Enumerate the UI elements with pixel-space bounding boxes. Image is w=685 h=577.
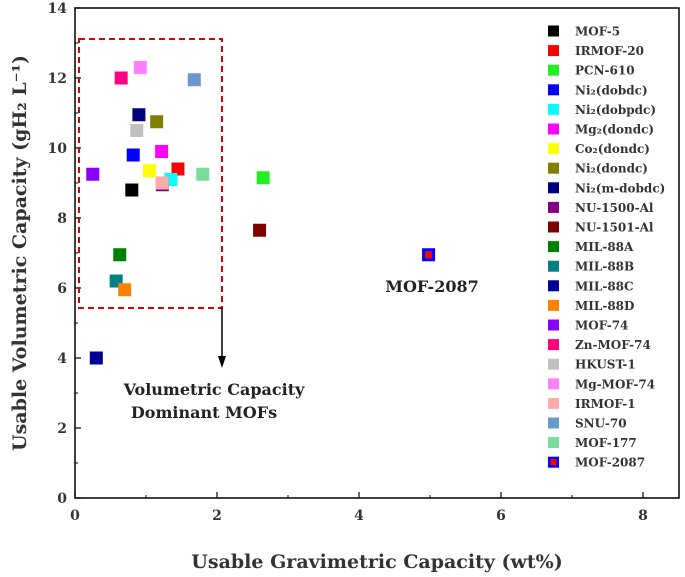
legend-swatch-mil-88b: [548, 260, 559, 272]
point-ni-dobdc: [126, 148, 140, 162]
point-nu-1501-al: [253, 223, 267, 237]
plot-frame: [74, 7, 680, 499]
dominant-mofs-arrow-head: [218, 356, 226, 368]
legend-label-ni-dobdc: Ni₂(dobdc): [575, 83, 648, 97]
axis-ticks: 0 2 4 6 8 0 2 4 6 8 10 12 14: [48, 1, 648, 524]
dominant-mofs-dashed-box: [78, 38, 223, 309]
point-irmof-20: [171, 162, 185, 176]
legend-swatch-zn-mof-74: [548, 339, 559, 351]
legend-label-ni-m-dobdc: Ni₂(m-dobdc): [575, 181, 665, 195]
dominant-mofs-annotation-line2: Dominant MOFs: [131, 403, 277, 422]
point-zn-mof-74: [114, 71, 128, 85]
legend-label-pcn-610: PCN-610: [575, 64, 635, 78]
legend: MOF-5 IRMOF-20 PCN-610 Ni₂(dobdc) Ni₂(dobpdc…: [548, 25, 665, 470]
legend-label-ni-dondc: Ni₂(dondc): [575, 162, 648, 176]
point-mof-2087-inner: [425, 251, 433, 259]
legend-label-nu-1500-al: NU-1500-Al: [575, 201, 654, 215]
legend-swatch-mg-mof-74: [548, 378, 559, 390]
legend-label-mof-5: MOF-5: [575, 25, 620, 39]
point-mg-dondc: [155, 145, 169, 158]
legend-swatch-ni-m-dobdc: [548, 182, 559, 194]
legend-label-nu-1501-al: NU-1501-Al: [575, 221, 654, 235]
point-mof-74: [86, 167, 100, 181]
y-tick-label: 8: [57, 211, 67, 227]
legend-swatch-mg-dondc: [548, 123, 559, 135]
legend-swatch-irmof-20: [548, 45, 559, 57]
point-mof-177: [196, 167, 210, 181]
point-ni-dondc: [150, 115, 164, 129]
x-tick-label: 6: [496, 508, 506, 524]
legend-label-ni-dobpdc: Ni₂(dobpdc): [575, 103, 656, 117]
legend-swatch-mil-88d: [548, 299, 559, 311]
legend-label-co-dondc: Co₂(dondc): [575, 142, 650, 156]
legend-label-mil-88d: MIL-88D: [575, 299, 634, 313]
legend-swatch-nu-1501-al: [548, 221, 559, 233]
legend-swatch-mof-2087-inner: [550, 459, 557, 466]
legend-swatch-pcn-610: [548, 64, 559, 76]
y-tick-label: 6: [57, 281, 67, 297]
legend-label-snu-70: SNU-70: [575, 417, 627, 431]
point-co-dondc: [143, 164, 157, 178]
legend-swatch-mil-88c: [548, 280, 559, 292]
legend-label-mof-177: MOF-177: [575, 436, 637, 450]
legend-swatch-mof-5: [548, 25, 559, 37]
y-tick-label: 14: [48, 1, 68, 17]
y-tick-label: 12: [48, 71, 67, 87]
point-ni-m-dobdc: [132, 108, 146, 122]
dominant-mofs-annotation-line1: Volumetric Capacity: [123, 380, 306, 399]
legend-label-hkust-1: HKUST-1: [575, 358, 636, 372]
data-points: [86, 61, 436, 365]
mof2087-annotation: MOF-2087: [385, 277, 478, 296]
point-mil-88a: [113, 248, 127, 262]
legend-label-mil-88a: MIL-88A: [575, 240, 634, 254]
legend-swatch-ni-dobpdc: [548, 103, 559, 115]
point-mil-88d: [118, 283, 132, 297]
x-tick-label: 4: [354, 508, 364, 524]
legend-swatch-ni-dobdc: [548, 84, 559, 96]
legend-swatch-snu-70: [548, 417, 559, 429]
legend-swatch-nu-1500-al: [548, 201, 559, 213]
legend-label-irmof-20: IRMOF-20: [575, 44, 644, 58]
legend-swatch-hkust-1: [548, 358, 559, 370]
point-pcn-610: [256, 171, 270, 185]
x-axis-title: Usable Gravimetric Capacity (wt%): [191, 551, 562, 573]
point-mg-mof-74: [133, 61, 147, 74]
y-tick-label: 0: [57, 491, 67, 507]
legend-swatch-irmof-1: [548, 397, 559, 409]
legend-swatch-mof-177: [548, 437, 559, 449]
y-tick-label: 4: [57, 351, 67, 367]
point-mil-88c: [89, 351, 103, 365]
dominant-mofs-region: [78, 38, 226, 368]
y-tick-label: 2: [57, 421, 67, 437]
x-tick-label: 0: [70, 508, 80, 524]
legend-label-mof-74: MOF-74: [575, 319, 628, 333]
legend-label-mof-2087: MOF-2087: [575, 456, 645, 470]
legend-swatch-ni-dondc: [548, 162, 559, 174]
y-axis-title: Usable Volumetric Capacity (gH₂ L⁻¹): [9, 55, 31, 451]
legend-label-mil-88c: MIL-88C: [575, 279, 634, 293]
point-hkust-1: [130, 124, 144, 137]
y-tick-label: 10: [48, 141, 68, 157]
legend-label-irmof-1: IRMOF-1: [575, 397, 636, 411]
legend-label-zn-mof-74: Zn-MOF-74: [575, 338, 651, 352]
legend-swatch-mof-74: [548, 319, 559, 331]
point-irmof-1: [155, 176, 169, 190]
x-tick-label: 2: [212, 508, 222, 524]
legend-label-mg-mof-74: Mg-MOF-74: [575, 377, 655, 391]
legend-label-mil-88b: MIL-88B: [575, 260, 634, 274]
point-mof-5: [125, 183, 139, 197]
legend-label-mg-dondc: Mg₂(dondc): [575, 123, 654, 137]
legend-swatch-mil-88a: [548, 241, 559, 253]
x-tick-label: 8: [638, 508, 648, 524]
point-snu-70: [187, 73, 201, 87]
legend-swatch-co-dondc: [548, 143, 559, 155]
